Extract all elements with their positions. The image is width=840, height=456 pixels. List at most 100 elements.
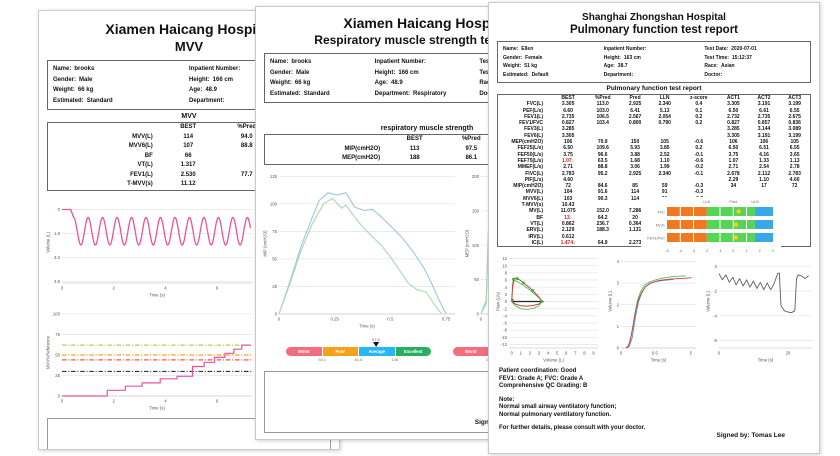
svg-text:0: 0 xyxy=(620,351,623,356)
info-field: Doctor: xyxy=(704,71,723,78)
info-field: Estimated: Default xyxy=(503,71,549,78)
svg-text:3: 3 xyxy=(772,249,774,253)
info-field: Weight: 51 kg xyxy=(503,63,538,69)
svg-text:25: 25 xyxy=(272,284,277,289)
info-field: Race:Asian xyxy=(704,63,735,69)
svg-text:5: 5 xyxy=(690,351,693,356)
info-field: Estimated: Standard xyxy=(53,97,113,104)
table-row: MVV(L) 104 91.6 114 91 -0.3 xyxy=(525,189,704,196)
table-row: FEV1(L) 2.735 106.5 2.567 2.054 0.2 2.732 2.735… xyxy=(524,113,801,120)
text-line: Note: xyxy=(499,396,515,403)
table-row: FEF75(L/s) 1.07↓ 63.5 1.68 1.10 -0.6 1.07 1.33 1… xyxy=(517,157,800,164)
svg-text:-4: -4 xyxy=(503,314,507,319)
hospital-title: Xiamen Haicang Hospital xyxy=(343,15,511,31)
info-field: Age: 48.9 xyxy=(374,80,403,86)
svg-text:-2: -2 xyxy=(503,306,507,311)
gauge-segment: Average xyxy=(359,346,395,356)
svg-text:2: 2 xyxy=(617,302,620,307)
svg-text:-12: -12 xyxy=(501,342,508,347)
svg-text:4: 4 xyxy=(547,351,550,356)
svg-text:-4: -4 xyxy=(713,314,717,319)
sign-label: Sign: xyxy=(474,418,491,426)
svg-text:0: 0 xyxy=(278,316,281,321)
svg-text:0: 0 xyxy=(511,351,514,356)
svg-text:1: 1 xyxy=(617,324,620,329)
mip-time-chart: 0 25 50 75 100 125 0 0.25 0.5 0.75 MIP (cmH2O) Time… xyxy=(262,169,460,329)
info-field: Name: brooks xyxy=(270,59,312,65)
svg-text:Flow (L/s): Flow (L/s) xyxy=(496,292,501,311)
info-field: Gender: Male xyxy=(53,76,93,83)
svg-text:Pred: Pred xyxy=(729,200,737,204)
info-field: Height: 166 cm xyxy=(189,76,234,83)
section-title: MVV xyxy=(181,113,197,120)
table-row: PEF(L/s) 6.60 103.0 6.41 5.13 0.1 6.50 6.61 6.55 xyxy=(522,107,800,114)
svg-text:75: 75 xyxy=(55,332,60,337)
info-column: Name: brooks Gender: Male Weight: 66 kg Estima… xyxy=(270,57,375,99)
report-page-pulmonary-function[interactable]: Shanghai Zhongshan Hospital Pulmonary fu… xyxy=(488,2,820,454)
svg-text:Time (s): Time (s) xyxy=(651,358,667,363)
svg-text:1: 1 xyxy=(745,249,747,253)
gauge-segment: Excellent xyxy=(395,346,431,356)
table-row: FEV3(L) 3.285 3.285 3.144 3.089 xyxy=(524,126,801,133)
qc-summary: Patient coordination: Good FEV1: Grade A;… xyxy=(499,368,819,391)
gauge-segment: Poor xyxy=(322,346,358,356)
section-title: Pulmonary function test report xyxy=(606,85,702,92)
svg-text:2: 2 xyxy=(113,285,116,290)
pft-results-table: BEST %Pred Pred LLN z-score ACT1 ACT2 ACT3 FVC(L… xyxy=(497,94,811,248)
svg-text:-2: -2 xyxy=(713,289,717,294)
info-field: Test Time: 15:12:37 xyxy=(704,54,752,61)
svg-text:2: 2 xyxy=(759,249,761,253)
svg-text:5: 5 xyxy=(556,351,559,356)
info-field: Age: 38.7 xyxy=(603,63,628,69)
info-column: Name: Ellen Gender: Female Weight: 51 kg Estim… xyxy=(503,45,604,79)
text-line: Comprehensive QC Grading: B xyxy=(499,383,588,390)
info-field: Height: 166 cm xyxy=(374,69,419,76)
flow-volume-chart: 12 10 8 6 4 2 0 -2 -4 -6 -8 -10 -12 0 1 2 3 4 5 6 7 8 9 Flow (L… xyxy=(495,251,603,363)
section-title: respiratory muscle strength xyxy=(380,125,474,132)
svg-text:0: 0 xyxy=(61,398,64,403)
info-field: Department: Respiratory xyxy=(374,90,447,97)
svg-text:0: 0 xyxy=(477,311,480,316)
svg-text:6: 6 xyxy=(565,351,568,356)
svg-text:-6: -6 xyxy=(713,338,717,343)
svg-text:Time (s): Time (s) xyxy=(758,358,774,363)
hospital-title: Xiamen Haicang Hospital xyxy=(105,21,273,37)
pft-charts-row: 12 10 8 6 4 2 0 -2 -4 -6 -8 -10 -12 0 1 2 3 4 5 6 7 8 9 Flow (L… xyxy=(493,251,819,363)
svg-text:0.5: 0.5 xyxy=(652,351,659,356)
text-line: Patient coordination: Good xyxy=(499,368,577,375)
svg-text:0: 0 xyxy=(732,249,734,253)
info-field: Weight: 66 kg xyxy=(53,87,94,93)
svg-text:0: 0 xyxy=(275,311,278,316)
svg-text:-8: -8 xyxy=(503,328,507,333)
svg-text:0: 0 xyxy=(718,351,721,356)
text-line: Normal pulmonary ventilatory function. xyxy=(499,411,612,418)
info-column: Test Date: 2020-07-01 Test Time: 15:12:37 Ra… xyxy=(704,45,805,79)
svg-text:LLN: LLN xyxy=(703,200,710,204)
gauge-marker: 97.5 xyxy=(372,337,380,347)
svg-text:FVC: FVC xyxy=(658,211,666,215)
text-line: Normal small airway ventilatory function… xyxy=(499,404,617,411)
svg-text:Time (s): Time (s) xyxy=(359,323,375,328)
svg-text:0: 0 xyxy=(715,264,718,269)
svg-text:Volume (L): Volume (L) xyxy=(608,291,613,312)
info-column: Inpatient Number: Height: 166 cm Age: 48.9 De… xyxy=(375,57,480,99)
svg-text:0: 0 xyxy=(58,207,61,212)
marker-triangle-icon xyxy=(372,341,379,347)
svg-text:8: 8 xyxy=(505,271,508,276)
svg-text:4: 4 xyxy=(505,285,508,290)
zscore-panel: LLN Pred ULN FVC FEV1 FEV1/FVC -5 -4 -3 -2 -1 0 1 2 3 xyxy=(641,197,781,255)
info-field: Inpatient Number: xyxy=(374,59,427,65)
svg-text:3: 3 xyxy=(538,351,541,356)
svg-text:MVV%Reference: MVV%Reference xyxy=(46,335,51,369)
svg-text:25: 25 xyxy=(55,373,60,378)
text-line: FEV1: Grade A; FVC: Grade A xyxy=(499,375,584,382)
info-field: Height: 163 cm xyxy=(603,54,641,61)
svg-text:0: 0 xyxy=(480,316,483,321)
info-field: Estimated: Standard xyxy=(270,90,330,97)
svg-text:0.5: 0.5 xyxy=(387,316,394,321)
signed-by: Signed by: Tomas Lee xyxy=(716,432,785,439)
svg-text:-6: -6 xyxy=(503,321,507,326)
info-field: Name: Ellen xyxy=(503,46,534,52)
table-header-row: BEST %Pred Pred LLN z-score ACT1 ACT2 ACT3 xyxy=(561,95,802,101)
table-row: T-MVV(s) 10.43 xyxy=(521,202,575,209)
